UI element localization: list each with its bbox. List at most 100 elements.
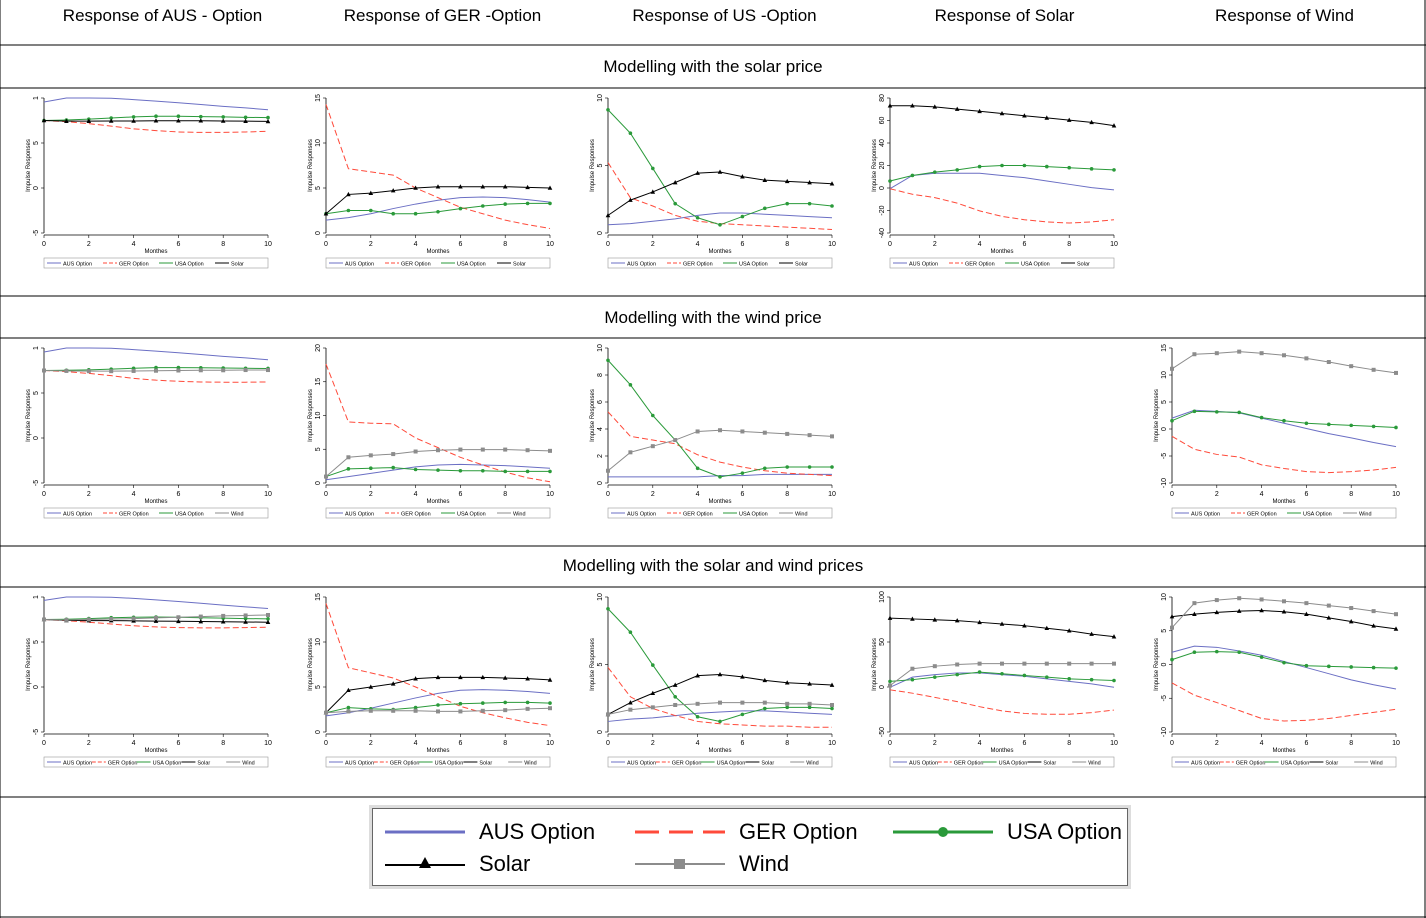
series-line-ger-option [325, 603, 551, 727]
mini-legend-box [889, 756, 1115, 768]
point-wind [718, 700, 722, 705]
point-usa-option [1282, 660, 1286, 665]
y-tick-label: 5 [1161, 400, 1168, 404]
point-solar [198, 118, 204, 123]
point-usa-option [1000, 163, 1004, 168]
point-solar [243, 619, 248, 624]
point-solar [525, 184, 530, 190]
point-wind [458, 709, 463, 714]
point-solar [954, 618, 960, 623]
point-usa-option [391, 211, 396, 216]
y-tick-label: 10 [1161, 371, 1168, 379]
point-wind [718, 428, 722, 433]
mini-legend-label: AUS Option [63, 761, 92, 767]
y-tick-label: 0 [879, 186, 886, 190]
x-tick-label: 2 [651, 241, 655, 248]
y-tick-label: 60 [879, 117, 886, 125]
mini-legend-box [889, 257, 1115, 269]
point-wind [1022, 661, 1027, 666]
series-line-usa-option [607, 359, 832, 478]
mini-legend-box [325, 257, 551, 269]
point-solar [1044, 115, 1050, 120]
x-tick-label: 8 [503, 491, 507, 498]
y-tick-label: 1 [33, 595, 40, 599]
series-line-aus-option [325, 196, 551, 221]
y-tick-label: 6 [597, 400, 604, 404]
point-solar [695, 673, 700, 678]
point-wind [109, 617, 114, 622]
x-tick-label: 8 [785, 740, 789, 747]
point-wind [1371, 609, 1376, 614]
point-wind [368, 453, 373, 458]
point-wind [198, 614, 203, 619]
mini-legend-label: USA Option [717, 761, 746, 767]
y-axis-label: Impulse Responses [872, 139, 878, 192]
x-tick-label: 8 [1349, 491, 1353, 498]
point-solar [480, 674, 486, 680]
point-usa-option [628, 131, 633, 136]
point-usa-option [1112, 168, 1116, 172]
point-wind [436, 709, 440, 714]
y-tick-label: 8 [597, 373, 604, 377]
y-axis-label: Impulse Responses [308, 638, 314, 691]
point-wind [1067, 661, 1072, 666]
mini-legend-label: GER Option [1236, 761, 1266, 767]
mini-legend-label: USA Option [739, 512, 768, 518]
series-line-ger-option [1171, 435, 1397, 474]
point-usa-option [1170, 418, 1174, 423]
y-tick-label: -5 [33, 230, 40, 236]
point-wind [42, 617, 46, 622]
y-tick-label: 10 [315, 412, 322, 420]
point-usa-option [346, 208, 351, 213]
point-solar [1022, 623, 1027, 628]
y-tick-label: 40 [879, 139, 886, 147]
point-wind [525, 706, 530, 711]
point-solar [243, 118, 248, 123]
x-tick-label: 2 [87, 491, 91, 498]
y-tick-label: 0 [315, 730, 322, 734]
mini-legend-label: USA Option [457, 262, 486, 268]
chart-2-1: 0 2 4 6 8 10 0 5 10 15 Impulse Responses Monthes AUS… [308, 593, 554, 768]
x-tick-label: 6 [458, 491, 462, 498]
mini-legend-label: GER Option [108, 761, 138, 767]
point-usa-option [695, 466, 700, 471]
point-solar [176, 118, 181, 123]
point-wind [1282, 353, 1286, 358]
x-axis-label: Monthes [1272, 748, 1295, 754]
point-solar [323, 211, 329, 216]
y-axis-label: Impulse Responses [26, 638, 32, 691]
x-tick-label: 0 [606, 241, 610, 248]
x-tick-label: 6 [176, 491, 180, 498]
point-wind [1326, 360, 1331, 365]
point-wind [606, 712, 610, 717]
point-solar [807, 681, 812, 686]
x-tick-label: 6 [458, 241, 462, 248]
point-solar [265, 619, 271, 624]
point-usa-option [695, 714, 700, 719]
y-tick-label: 50 [879, 638, 886, 646]
y-tick-label: 5 [315, 685, 322, 689]
point-wind [955, 662, 960, 667]
series-line-usa-option [1171, 651, 1397, 669]
x-tick-label: 4 [132, 241, 136, 248]
mini-legend-label: AUS Option [627, 262, 656, 268]
point-usa-option [651, 413, 655, 418]
header-us: Response of US -Option [632, 6, 817, 25]
chart-0-2: 0 2 4 6 8 10 0 5 10 Impulse Responses Monthes AUS O… [590, 94, 836, 269]
point-solar [131, 118, 136, 123]
y-tick-label: 10 [597, 94, 604, 102]
point-solar [932, 617, 938, 622]
point-wind [548, 706, 552, 711]
mini-legend-label: AUS Option [345, 761, 374, 767]
point-solar [1089, 119, 1094, 125]
point-wind [176, 368, 181, 373]
point-solar [390, 188, 396, 193]
point-usa-option [740, 214, 745, 219]
legend-item-solar: Solar [385, 851, 530, 877]
point-usa-option [481, 204, 485, 208]
mini-legend-label: AUS Option [627, 512, 656, 518]
y-tick-label: 2 [597, 454, 604, 458]
x-tick-label: 4 [414, 740, 418, 747]
